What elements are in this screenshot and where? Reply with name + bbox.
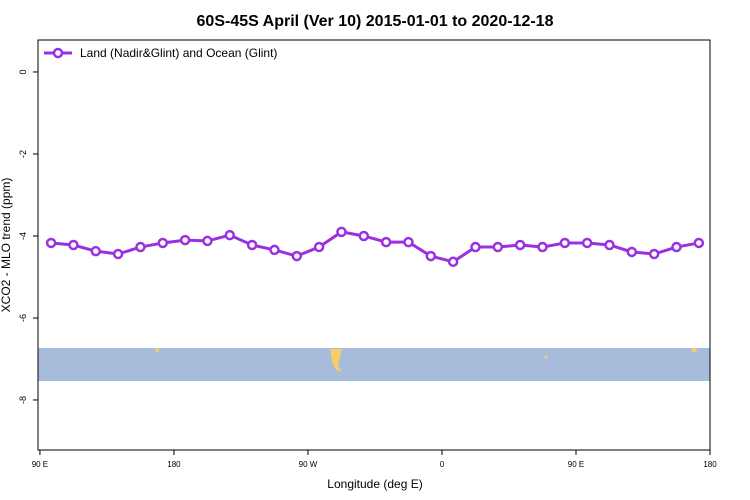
data-point: [470, 241, 481, 253]
legend-label: Land (Nadir&Glint) and Ocean (Glint): [80, 46, 277, 60]
x-tick-label: 90 E: [32, 460, 48, 469]
data-point: [157, 237, 169, 249]
land-patch: [330, 349, 342, 372]
data-point: [514, 239, 526, 251]
data-point: [403, 236, 414, 248]
data-point: [45, 237, 57, 249]
data-point: [112, 248, 124, 260]
x-tick-label: 0: [440, 460, 445, 469]
data-point: [425, 250, 437, 262]
land-patch: [691, 348, 697, 352]
data-point: [671, 241, 682, 253]
data-point: [358, 230, 370, 242]
legend-marker: [52, 47, 64, 59]
data-point: [246, 239, 258, 251]
data-point: [693, 237, 705, 249]
y-tick-label: -4: [18, 232, 28, 240]
data-point: [559, 237, 571, 249]
map-strip: [38, 348, 710, 381]
data-point: [202, 235, 213, 247]
y-tick-label: -2: [18, 150, 28, 158]
data-point: [626, 246, 638, 258]
data-point: [581, 237, 593, 249]
data-point: [179, 234, 191, 246]
data-point: [336, 226, 347, 238]
data-point: [380, 236, 392, 248]
data-point: [135, 241, 146, 253]
data-point: [68, 239, 79, 251]
y-tick-label: 0: [18, 69, 28, 74]
x-tick-label: 90 E: [568, 460, 584, 469]
data-point: [224, 229, 236, 241]
plot-frame: [37, 39, 711, 451]
data-point: [648, 248, 660, 260]
ocean-band: [38, 348, 710, 381]
data-point: [447, 256, 459, 268]
y-tick-label: -8: [18, 396, 28, 404]
land-patch: [155, 348, 159, 352]
data-point: [90, 245, 102, 257]
data-point: [537, 241, 548, 253]
chart-title: 60S-45S April (Ver 10) 2015-01-01 to 202…: [197, 13, 554, 30]
data-point: [313, 241, 325, 253]
x-tick-label: 180: [167, 460, 181, 469]
x-tick-label: 90 W: [299, 460, 318, 469]
x-axis-label: Longitude (deg E): [327, 477, 422, 491]
series-line: [50, 230, 700, 264]
y-axis-label: XCO2 - MLO trend (ppm): [0, 178, 13, 313]
data-point: [291, 250, 303, 262]
y-tick-label: -6: [18, 314, 28, 322]
data-point: [492, 241, 504, 253]
x-tick-label: 180: [703, 460, 717, 469]
data-point: [604, 239, 615, 251]
data-point: [269, 244, 280, 256]
land-patch: [544, 355, 548, 359]
